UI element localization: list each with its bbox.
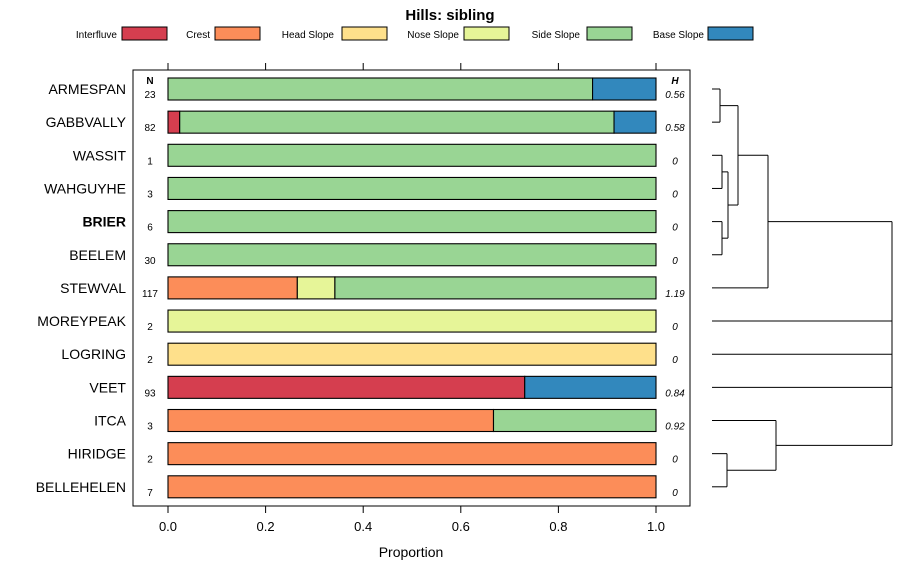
h-value-logring: 0 <box>672 355 678 366</box>
h-value-wassit: 0 <box>672 156 678 167</box>
chart-title: Hills: sibling <box>405 7 494 24</box>
x-axis: 0.0 0.2 0.4 0.6 0.8 1.0 <box>159 63 665 534</box>
row-label-wassit: WASSIT <box>73 147 127 163</box>
bar-segment-gabbvally-interfluve <box>167 110 181 134</box>
row-label-logring: LOGRING <box>61 346 126 362</box>
bar-segment-bellehelen-crest <box>167 475 657 499</box>
n-value-logring: 2 <box>147 355 153 366</box>
legend-label-side-slope: Side Slope <box>532 30 581 41</box>
n-value-hiridge: 2 <box>147 455 153 466</box>
bar-segment-itca-crest <box>167 408 495 433</box>
bar-segment-armespan-base-slope <box>592 77 657 101</box>
dendrogram <box>712 88 893 488</box>
h-value-wahguyhe: 0 <box>672 189 678 200</box>
plot-frame <box>132 69 691 507</box>
bar-segment-veet-base-slope <box>524 375 657 399</box>
row-label-stewval: STEWVAL <box>60 280 126 296</box>
h-value-beelem: 0 <box>672 256 678 267</box>
x-tick-label-3: 0.6 <box>452 519 470 534</box>
h-value-gabbvally: 0.58 <box>665 123 685 134</box>
bar-segment-wassit-side-slope <box>167 143 657 167</box>
n-value-wahguyhe: 3 <box>147 189 153 200</box>
n-value-veet: 93 <box>144 388 156 399</box>
row-label-gabbvally: GABBVALLY <box>46 114 127 130</box>
h-value-bellehelen: 0 <box>672 488 678 499</box>
n-value-itca: 3 <box>147 422 153 433</box>
legend-swatch-crest <box>214 26 261 41</box>
bar-segment-hiridge-crest <box>167 442 657 466</box>
bar-segment-logring-head-slope <box>167 342 657 366</box>
bar-segment-moreypeak-nose-slope <box>167 309 657 333</box>
row-label-brier: BRIER <box>82 214 126 230</box>
legend-label-interfluve: Interfluve <box>76 30 118 41</box>
row-label-veet: VEET <box>89 379 126 395</box>
n-value-gabbvally: 82 <box>144 123 156 134</box>
row-label-moreypeak: MOREYPEAK <box>37 313 126 329</box>
n-value-beelem: 30 <box>144 256 156 267</box>
bar-segment-stewval-side-slope <box>334 276 657 300</box>
h-value-stewval: 1.19 <box>665 289 685 300</box>
legend-label-crest: Crest <box>186 30 210 41</box>
bar-segment-stewval-crest <box>167 276 298 300</box>
bar-segment-gabbvally-base-slope <box>613 110 657 134</box>
x-tick-label-1: 0.2 <box>257 519 275 534</box>
x-tick-label-2: 0.4 <box>354 519 372 534</box>
x-tick-label-4: 0.8 <box>549 519 567 534</box>
x-axis-title: Proportion <box>379 544 444 560</box>
h-value-veet: 0.84 <box>665 388 685 399</box>
h-value-moreypeak: 0 <box>672 322 678 333</box>
legend-swatch-interfluve <box>121 26 168 41</box>
n-column-header: N <box>146 76 153 87</box>
legend-label-head-slope: Head Slope <box>282 30 335 41</box>
h-value-hiridge: 0 <box>672 455 678 466</box>
bar-segment-brier-side-slope <box>167 210 657 234</box>
bar-segment-armespan-side-slope <box>167 77 594 101</box>
h-column-header: H <box>671 76 679 87</box>
n-value-stewval: 117 <box>142 289 158 300</box>
legend-swatch-nose-slope <box>463 26 510 41</box>
h-value-armespan: 0.56 <box>665 90 685 101</box>
legend-label-base-slope: Base Slope <box>653 30 705 41</box>
row-label-wahguyhe: WAHGUYHE <box>44 180 126 196</box>
x-tick-label-5: 1.0 <box>647 519 665 534</box>
row-label-beelem: BEELEM <box>69 247 126 263</box>
bar-segment-stewval-nose-slope <box>296 276 336 300</box>
row-label-armespan: ARMESPAN <box>48 81 126 97</box>
row-label-itca: ITCA <box>94 413 127 429</box>
bar-segment-beelem-side-slope <box>167 243 657 267</box>
legend-swatch-head-slope <box>341 26 388 41</box>
legend-swatch-base-slope <box>707 26 754 41</box>
n-value-wassit: 1 <box>147 156 153 167</box>
bar-segment-veet-interfluve <box>167 375 526 399</box>
row-label-hiridge: HIRIDGE <box>68 446 126 462</box>
n-value-moreypeak: 2 <box>147 322 153 333</box>
legend-label-nose-slope: Nose Slope <box>407 30 459 41</box>
n-value-armespan: 23 <box>144 90 156 101</box>
h-value-itca: 0.92 <box>665 422 685 433</box>
x-tick-label-0: 0.0 <box>159 519 177 534</box>
bar-segment-itca-side-slope <box>492 408 657 433</box>
legend: Interfluve Crest Head Slope Nose Slope Side … <box>76 26 754 41</box>
n-value-bellehelen: 7 <box>147 488 153 499</box>
row-label-bellehelen: BELLEHELEN <box>36 479 126 495</box>
h-value-brier: 0 <box>672 223 678 234</box>
bar-segment-gabbvally-side-slope <box>179 110 615 134</box>
n-value-brier: 6 <box>147 223 153 234</box>
bar-segment-wahguyhe-side-slope <box>167 176 657 200</box>
legend-swatch-side-slope <box>586 26 633 41</box>
